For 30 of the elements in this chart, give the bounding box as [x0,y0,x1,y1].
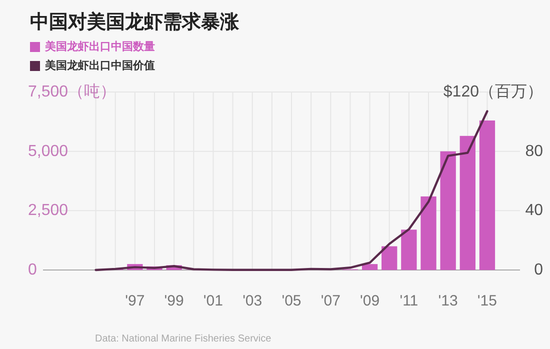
bar [479,120,496,270]
y-tick-label: 0 [28,262,37,278]
chart-title: 中国对美国龙虾需求暴涨 [30,11,240,33]
y-tick-label: 5,000 [28,142,68,160]
x-tick-label: '13 [438,292,458,310]
bar [401,230,417,270]
x-tick-label: '05 [282,292,302,310]
y-tick-label: 7,500（吨） [28,82,116,100]
text: Data: National Marine Fisheries Service [95,334,272,344]
y2-tick-label: 40 [525,202,544,220]
x-tick-label: '15 [477,292,497,310]
x-tick-label: '09 [360,292,380,310]
x-tick-label: '97 [125,292,145,310]
x-tick-label: '01 [203,292,223,310]
y-tick-label: 2,500 [28,202,68,220]
bar [420,196,436,270]
bar [460,136,476,270]
y2-tick-label: 0 [534,262,544,278]
bar [440,151,456,270]
legend-label: 美国龙虾出口中国数量 [44,40,155,53]
x-tick-label: '11 [400,292,418,310]
bar [362,264,378,270]
bar [382,246,398,270]
x-tick-label: '99 [164,292,184,310]
legend-label: 美国龙虾出口中国价值 [44,59,155,72]
x-tick-label: '07 [320,292,340,310]
y2-tick-label: $120（百万） [443,84,543,100]
y2-tick-label: 80 [525,142,544,160]
line-series [94,110,488,272]
x-tick-label: '03 [242,292,262,310]
